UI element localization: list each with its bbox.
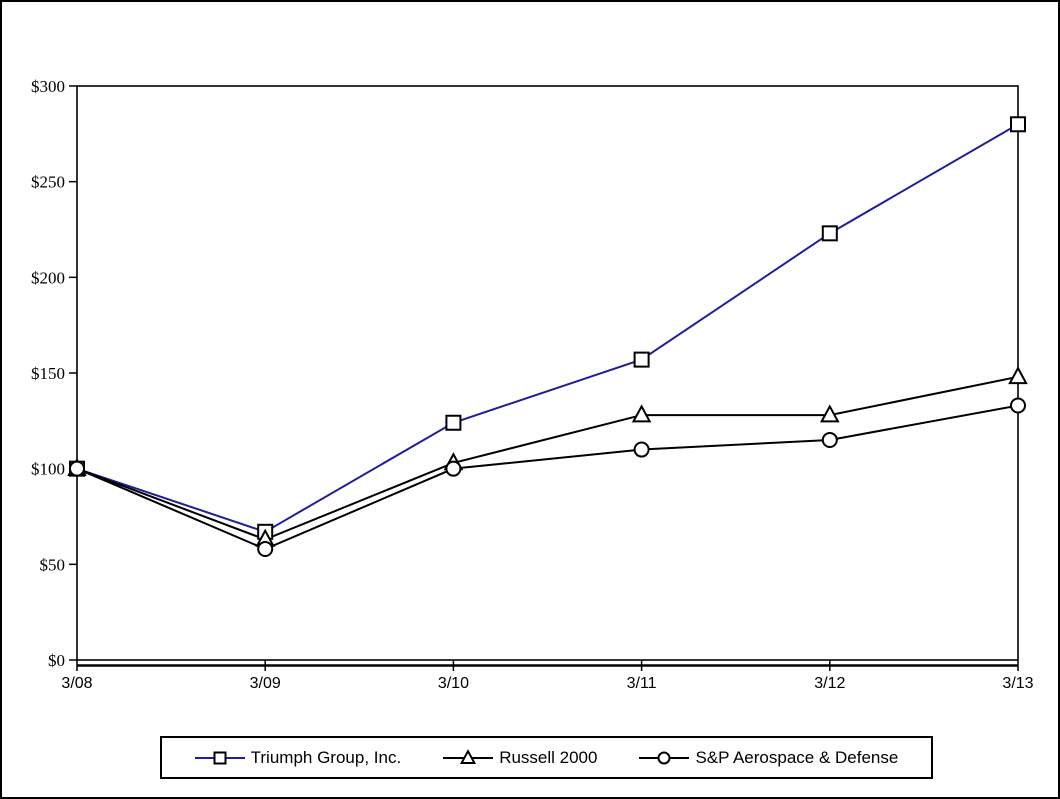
data-point-triumph-group-inc-3/10 [445, 414, 462, 431]
data-point-s-p-aerospace-defense-3/13 [1010, 397, 1026, 414]
legend-label: Russell 2000 [499, 747, 598, 767]
series-line-russell-2000 [76, 375, 1019, 541]
y-axis-tick-label: $150 [31, 364, 65, 383]
legend-item-triumph-group-inc: Triumph Group, Inc. [194, 747, 402, 768]
data-point-russell-2000-3/11 [631, 404, 652, 423]
x-axis-tick-label: 3/10 [438, 675, 469, 692]
data-point-s-p-aerospace-defense-3/12 [821, 431, 838, 448]
plot-area-border [76, 85, 1019, 661]
legend-marker-circle [657, 751, 671, 764]
data-point-s-p-aerospace-defense-3/08 [69, 460, 85, 477]
data-point-triumph-group-inc-3/12 [821, 225, 838, 242]
x-axis-tick-label: 3/13 [1002, 675, 1033, 692]
y-axis-tick-label: $0 [48, 651, 65, 670]
y-axis-tick-label: $300 [31, 77, 65, 96]
legend-item-s-p-aerospace-defense: S&P Aerospace & Defense [639, 748, 898, 768]
x-axis-tick-label: 3/09 [250, 675, 281, 692]
y-axis-tick-label: $50 [40, 555, 66, 574]
square-marker-icon [194, 751, 245, 764]
x-axis-tick-label: 3/08 [61, 675, 92, 692]
chart-legend: Triumph Group, Inc. Russell 2000 S&P Aeros… [160, 736, 933, 779]
legend-label: S&P Aerospace & Defense [695, 747, 899, 767]
series-line-s-p-aerospace-defense [76, 404, 1019, 551]
y-axis-tick-label: $100 [31, 460, 65, 479]
x-axis-tick-label: 3/12 [814, 675, 845, 692]
data-point-triumph-group-inc-3/13 [1010, 116, 1026, 133]
y-axis-tick-label: $250 [31, 173, 65, 192]
data-point-triumph-group-inc-3/11 [633, 351, 650, 368]
data-point-russell-2000-3/13 [1008, 366, 1028, 385]
legend-label: Triumph Group, Inc. [250, 747, 402, 767]
triangle-marker-icon [443, 748, 494, 764]
data-point-s-p-aerospace-defense-3/10 [445, 460, 462, 477]
legend-item-russell-2000: Russell 2000 [443, 748, 597, 768]
series-line-triumph-group-inc [76, 123, 1019, 533]
data-point-s-p-aerospace-defense-3/11 [633, 441, 650, 458]
x-axis-tick-label: 3/11 [627, 675, 657, 692]
legend-marker-square [213, 751, 227, 764]
y-axis-tick-label: $200 [31, 268, 65, 287]
legend-marker-triangle [460, 748, 477, 764]
data-point-russell-2000-3/12 [820, 404, 840, 423]
data-point-s-p-aerospace-defense-3/09 [257, 541, 274, 558]
circle-marker-icon [639, 751, 690, 764]
